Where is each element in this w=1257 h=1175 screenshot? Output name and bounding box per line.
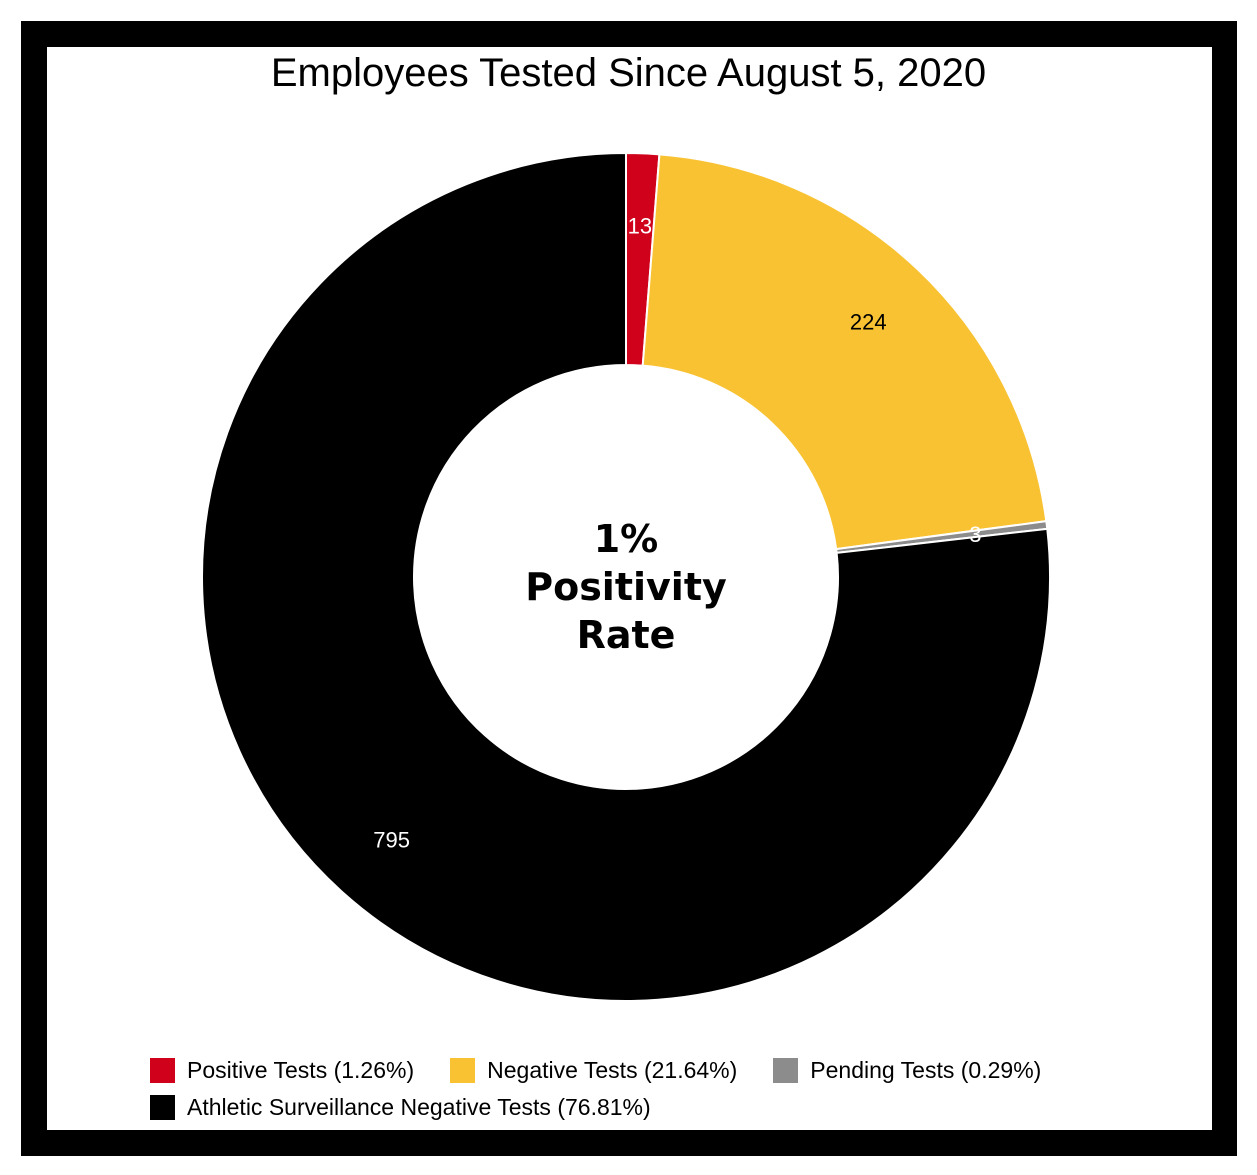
donut-slices: [201, 151, 1051, 1002]
legend-label-positive: Positive Tests: [187, 1057, 328, 1083]
legend-item-athletic: Athletic Surveillance Negative Tests (76…: [150, 1094, 651, 1121]
slice-value-label-3: 795: [373, 828, 410, 853]
donut-slice-1: [641, 153, 1048, 551]
center-label-positivity: Positivity: [525, 565, 727, 609]
legend-swatch-athletic: [150, 1095, 175, 1120]
chart-legend: Positive Tests (1.26%) Negative Tests (2…: [150, 1052, 1150, 1126]
legend-row: Athletic Surveillance Negative Tests (76…: [150, 1089, 1150, 1126]
legend-item-pending: Pending Tests (0.29%): [773, 1057, 1041, 1084]
legend-percent-pending: (0.29%): [960, 1057, 1042, 1083]
legend-row: Positive Tests (1.26%) Negative Tests (2…: [150, 1052, 1150, 1089]
legend-percent-positive: (1.26%): [333, 1057, 415, 1083]
legend-item-positive: Positive Tests (1.26%): [150, 1057, 414, 1084]
center-label: 1% Positivity Rate: [525, 517, 727, 657]
donut-slice-3: [201, 151, 1051, 1002]
slice-value-label-1: 224: [850, 310, 887, 335]
legend-swatch-negative: [450, 1058, 476, 1083]
center-label-rate: Rate: [577, 613, 676, 657]
legend-percent-negative: (21.64%): [643, 1057, 738, 1083]
slice-value-label-0: 13: [628, 213, 652, 238]
slice-value-label-2: 3: [969, 522, 981, 547]
legend-label-negative: Negative Tests: [487, 1057, 638, 1083]
slice-value-labels: 13 224 3 795: [373, 213, 981, 852]
legend-swatch-pending: [773, 1058, 799, 1083]
legend-swatch-positive: [150, 1058, 175, 1083]
center-label-percent: 1%: [594, 517, 659, 561]
legend-item-negative: Negative Tests (21.64%): [450, 1057, 737, 1084]
legend-percent-athletic: (76.81%): [557, 1094, 651, 1120]
legend-label-pending: Pending Tests: [810, 1057, 955, 1083]
legend-label-athletic: Athletic Surveillance Negative Tests: [187, 1094, 551, 1120]
